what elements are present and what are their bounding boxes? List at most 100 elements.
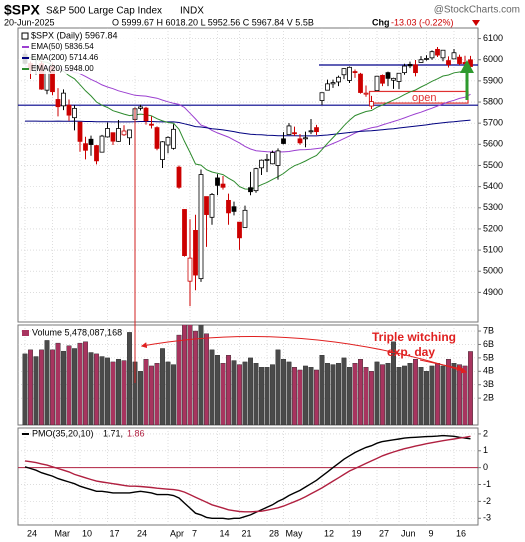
volume-bar <box>380 364 385 425</box>
annotation: exp. day <box>387 345 435 359</box>
volume-bar <box>402 365 407 425</box>
volume-bar <box>50 349 55 425</box>
candle-body <box>325 83 330 91</box>
candle-body <box>292 132 297 135</box>
y-tick-label: 6100 <box>483 33 503 43</box>
y-tick-label: 5200 <box>483 223 503 233</box>
candle-body <box>193 230 198 276</box>
candle-body <box>413 64 418 74</box>
candle-body <box>391 77 396 81</box>
candle-body <box>347 66 352 81</box>
x-tick-label: 24 <box>137 528 147 538</box>
volume-bar <box>385 363 391 425</box>
volume-bar <box>72 348 77 425</box>
volume-bar <box>28 349 33 425</box>
candle-body <box>99 135 105 153</box>
candle-body <box>341 68 347 76</box>
candle-body <box>209 194 215 218</box>
volume-bar <box>242 361 248 425</box>
candle-body <box>369 101 374 107</box>
y-tick-label: 5100 <box>483 244 503 254</box>
volume-bar <box>61 350 66 425</box>
candle-body <box>319 92 325 101</box>
candle-body <box>440 49 446 59</box>
candle-body <box>303 137 308 140</box>
volume-bar <box>369 371 374 425</box>
volume-bar <box>198 325 204 425</box>
candle-body <box>270 152 275 165</box>
candle-body <box>457 56 462 64</box>
volume-bar <box>220 363 226 425</box>
gap-label: open <box>412 92 436 104</box>
candle-body <box>336 76 341 83</box>
volume-bar <box>116 359 121 425</box>
volume-bar <box>429 365 435 425</box>
candle-body <box>418 59 424 63</box>
legend-label: EMA(20) 5948.00 <box>31 64 94 73</box>
volume-bar <box>127 332 132 425</box>
candle-body <box>231 206 237 212</box>
candle-body <box>286 125 292 136</box>
x-tick-label: 19 <box>352 528 362 538</box>
pmo-line <box>24 434 471 520</box>
annotation-arrow <box>419 359 464 371</box>
volume-bar <box>413 359 418 425</box>
volume-bar <box>55 342 61 425</box>
y-tick-label: -3 <box>483 513 491 523</box>
x-tick-label: 21 <box>242 528 252 538</box>
candle-body <box>165 136 171 146</box>
volume-bar <box>264 367 270 425</box>
volume-bar <box>176 334 182 425</box>
volume-bar <box>457 364 462 425</box>
legend-label: Volume 5,478,087,168 <box>32 327 122 337</box>
y-tick-label: 5500 <box>483 160 503 170</box>
y-tick-label: 7B <box>483 325 494 335</box>
legend-label: 1.71, <box>103 428 123 438</box>
y-tick-label: -1 <box>483 479 491 489</box>
volume-bar <box>259 367 264 425</box>
legend-box <box>19 29 137 74</box>
legend-label: EMA(200) 5714.46 <box>31 53 99 62</box>
x-tick-label: Mar <box>55 528 71 538</box>
candle-body <box>61 92 66 107</box>
change-label: Chg <box>372 17 390 27</box>
volume-bar <box>215 355 220 425</box>
candle-body <box>429 51 435 59</box>
volume-bar <box>187 325 193 425</box>
candle-body <box>435 48 440 56</box>
volume-bar <box>462 365 468 425</box>
candle-body <box>160 141 165 160</box>
volume-bar <box>209 349 215 425</box>
volume-bar <box>253 363 259 425</box>
volume-bar <box>39 349 44 425</box>
y-tick-label: 6000 <box>483 54 503 64</box>
volume-bar <box>231 360 237 425</box>
candle-body <box>242 209 248 228</box>
volume-bar <box>424 371 429 425</box>
volume-bar <box>88 352 94 425</box>
y-tick-label: -2 <box>483 496 491 506</box>
volume-bar <box>66 345 72 425</box>
volume-bar <box>94 353 99 425</box>
volume-bar <box>330 364 336 425</box>
annotation: Triple witching <box>372 330 456 344</box>
volume-bar <box>468 351 473 425</box>
volume-bar <box>391 341 396 425</box>
quote: O 5999.67 H 6018.20 L 5952.56 C 5967.84 … <box>112 17 314 27</box>
legend-label: $SPX (Daily) 5967.84 <box>31 30 118 40</box>
volume-bar <box>165 361 171 425</box>
y-tick-label: 4B <box>483 366 494 376</box>
candle-body <box>358 73 363 93</box>
date: 20-Jun-2025 <box>4 17 55 27</box>
volume-bar <box>341 357 347 425</box>
pmo-plot <box>18 434 478 520</box>
volume-bar <box>83 341 88 425</box>
volume-bar <box>336 363 341 425</box>
price-plot: open <box>18 47 478 307</box>
candle-body <box>138 106 143 109</box>
exchange: INDX <box>180 6 204 17</box>
y-tick-label: 5900 <box>483 75 503 85</box>
candle-body <box>264 158 270 161</box>
down-triangle <box>472 20 480 26</box>
